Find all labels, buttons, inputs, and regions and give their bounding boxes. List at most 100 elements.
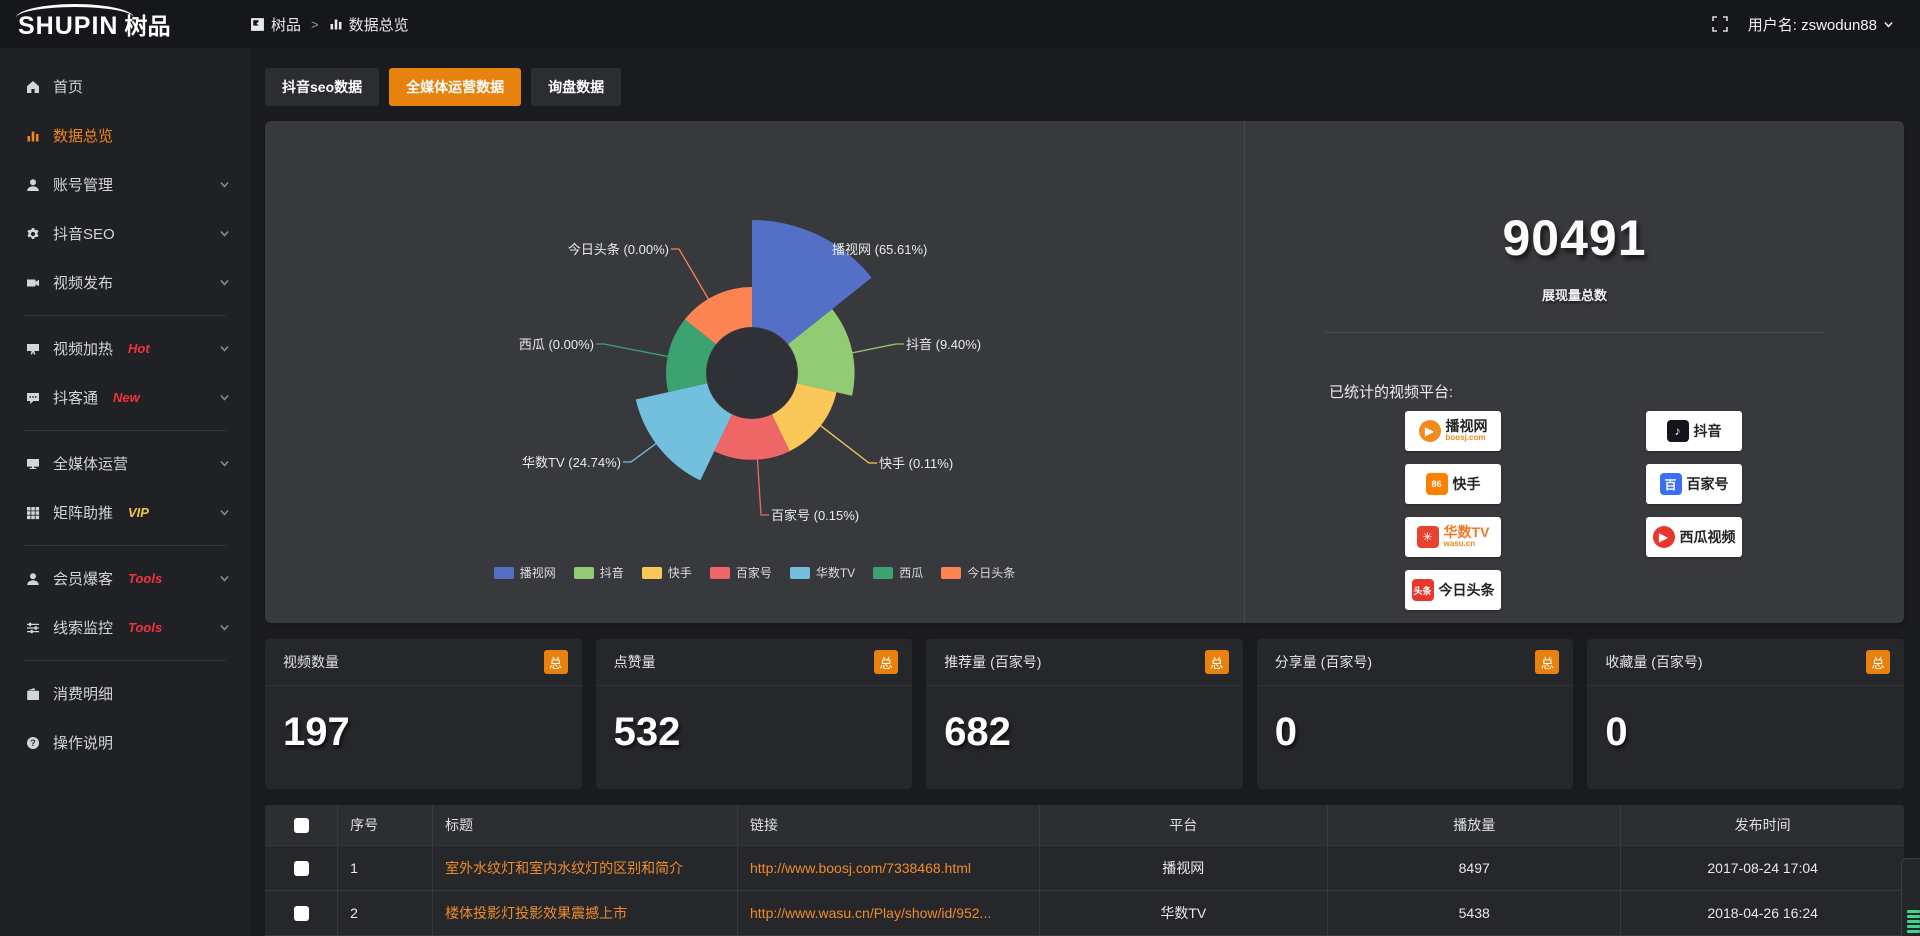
tab-抖音seo数据[interactable]: 抖音seo数据 [265, 68, 380, 106]
legend-item-西瓜[interactable]: 西瓜 [873, 564, 923, 581]
pie-label: 播视网 (65.61%) [832, 242, 927, 257]
legend-label: 华数TV [815, 566, 856, 580]
column-header-链接: 链接 [737, 805, 1039, 845]
stat-card-header: 点赞量 总 [595, 639, 913, 686]
stat-title: 收藏量 (百家号) [1605, 654, 1703, 670]
pie-hole [707, 328, 797, 418]
stat-card-推荐量 (百家号): 推荐量 (百家号) 总 682 [926, 639, 1243, 789]
sidebar-item-视频加热[interactable]: 视频加热 Hot [0, 324, 250, 373]
legend-label: 抖音 [599, 566, 624, 580]
video-url-link[interactable]: http://www.wasu.cn/Play/show/id/952... [750, 905, 992, 921]
table-row: 1 室外水纹灯和室内水纹灯的区别和简介 http://www.boosj.com/7… [265, 845, 1904, 890]
pie-label-line [756, 458, 769, 516]
stat-value: 532 [613, 710, 681, 754]
bars-icon [26, 129, 40, 143]
platform-column-left: ▶ 播视网 boosj.com 86 快手 ✳ 华数TV wasu.cn 头条 今日头条 [1405, 411, 1501, 610]
sidebar-item-视频发布[interactable]: 视频发布 [0, 258, 250, 307]
legend-item-抖音[interactable]: 抖音 [573, 564, 624, 581]
legend-item-华数TV[interactable]: 华数TV [789, 564, 856, 581]
video-title-link[interactable]: 楼体投影灯投影效果震撼上市 [445, 905, 628, 921]
screen-icon [26, 342, 40, 356]
sliders-icon [26, 621, 40, 635]
pie-slice-播视网[interactable] [752, 220, 872, 345]
platform-name: 快手 [1452, 475, 1481, 492]
tab-全媒体运营数据[interactable]: 全媒体运营数据 [389, 68, 522, 106]
sidebar-item-线索监控[interactable]: 线索监控 Tools [0, 603, 250, 652]
sidebar-item-矩阵助推[interactable]: 矩阵助推 VIP [0, 488, 250, 537]
stat-title: 点赞量 [613, 654, 656, 670]
video-url-link[interactable]: http://www.boosj.com/7338468.html [750, 860, 972, 876]
floating-widget[interactable] [1901, 858, 1920, 936]
time-cell: 2018-04-26 16:24 [1620, 891, 1904, 935]
sidebar-badge: VIP [128, 505, 149, 520]
platform-domain: wasu.cn [1443, 539, 1476, 549]
fullscreen-icon[interactable] [1711, 16, 1728, 32]
sidebar-item-消费明细[interactable]: 消费明细 [0, 669, 250, 718]
播视网-logo-icon: ▶ [1418, 420, 1441, 442]
pie-slice-快手[interactable] [772, 383, 837, 452]
row-checkbox[interactable] [293, 860, 309, 876]
user-icon [26, 572, 40, 586]
sidebar-badge: Hot [128, 341, 150, 356]
total-badge: 总 [874, 650, 899, 674]
pie-slice-西瓜[interactable] [666, 319, 716, 393]
sidebar-item-抖客通[interactable]: 抖客通 New [0, 373, 250, 422]
stat-title: 分享量 (百家号) [1274, 654, 1372, 670]
row-checkbox[interactable] [293, 905, 309, 921]
legend-item-快手[interactable]: 快手 [641, 564, 692, 581]
pie-label: 西瓜 (0.00%) [519, 337, 594, 352]
overview-panel: 播视网 (65.61%) 抖音 (9.40%) 快手 (0.11%) 百家号 (0.1… [265, 121, 1904, 623]
sidebar-item-数据总览[interactable]: 数据总览 [0, 111, 250, 160]
wallet-icon [26, 687, 40, 701]
tab-bar: 抖音seo数据 全媒体运营数据 询盘数据 [265, 68, 1904, 106]
chevron-down-icon [219, 573, 230, 584]
platform-column-right: ♪ 抖音百百家号 ▶ 西瓜视频 [1646, 411, 1742, 610]
row-checkbox-cell [265, 846, 337, 890]
sidebar-item-会员爆客[interactable]: 会员爆客 Tools [0, 554, 250, 603]
logo-arc [16, 4, 134, 18]
pie-label: 抖音 (9.40%) [906, 337, 981, 352]
sidebar-item-label: 矩阵助推 [53, 505, 114, 522]
tab-询盘数据[interactable]: 询盘数据 [531, 68, 622, 106]
brand-cjk: 树品 [124, 13, 171, 39]
monitor-icon [26, 457, 40, 471]
sidebar-badge: Tools [128, 620, 163, 635]
total-badge: 总 [543, 650, 568, 674]
pie-slice-抖音[interactable] [788, 309, 855, 396]
user-menu[interactable]: 用户名: zswodun88 [1748, 14, 1894, 35]
breadcrumb-item[interactable]: 数据总览 [329, 14, 409, 35]
pie-label-line [819, 424, 877, 464]
sidebar-item-首页[interactable]: 首页 [0, 62, 250, 111]
title-cell: 室外水纹灯和室内水纹灯的区别和简介 [432, 846, 737, 890]
select-all-checkbox[interactable] [293, 817, 309, 833]
pie-slice-华数TV[interactable] [635, 383, 732, 481]
rose-pie-chart: 播视网 (65.61%) 抖音 (9.40%) 快手 (0.11%) 百家号 (0.1… [519, 220, 981, 523]
pie-label-line [851, 343, 904, 354]
row-checkbox-cell [265, 891, 337, 935]
sidebar-item-全媒体运营[interactable]: 全媒体运营 [0, 439, 250, 488]
pie-slice-百家号[interactable] [714, 414, 790, 460]
breadcrumb-item[interactable]: 树品 [250, 14, 301, 35]
pie-slice-今日头条[interactable] [684, 287, 752, 345]
breadcrumb: 树品 > 数据总览 [250, 14, 409, 35]
sidebar-item-抖音SEO[interactable]: 抖音SEO [0, 209, 250, 258]
title-cell: 楼体投影灯投影效果震撼上市 [432, 891, 737, 935]
platform-chip-播视网: ▶ 播视网 boosj.com [1405, 411, 1501, 451]
platform-chip-西瓜视频: ▶ 西瓜视频 [1646, 517, 1742, 557]
sidebar-item-label: 视频发布 [53, 275, 114, 292]
sidebar-item-操作说明[interactable]: ? 操作说明 [0, 718, 250, 767]
summary-panel: 90491 展现量总数 已统计的视频平台: ▶ 播视网 boosj.com 86 快手 ✳… [1245, 121, 1904, 623]
legend-item-百家号[interactable]: 百家号 [709, 564, 772, 581]
grid-icon [26, 506, 40, 520]
legend-item-播视网[interactable]: 播视网 [493, 564, 556, 581]
sidebar-item-label: 账号管理 [53, 177, 114, 194]
platform-cell: 播视网 [1038, 846, 1327, 890]
breadcrumb-label: 数据总览 [348, 16, 409, 34]
legend-item-今日头条[interactable]: 今日头条 [941, 564, 1015, 581]
sidebar-item-账号管理[interactable]: 账号管理 [0, 160, 250, 209]
legend-label: 百家号 [735, 566, 772, 580]
svg-text:?: ? [30, 738, 36, 748]
legend-label: 今日头条 [967, 566, 1016, 580]
video-title-link[interactable]: 室外水纹灯和室内水纹灯的区别和简介 [445, 860, 684, 876]
sidebar-item-label: 首页 [53, 79, 84, 96]
